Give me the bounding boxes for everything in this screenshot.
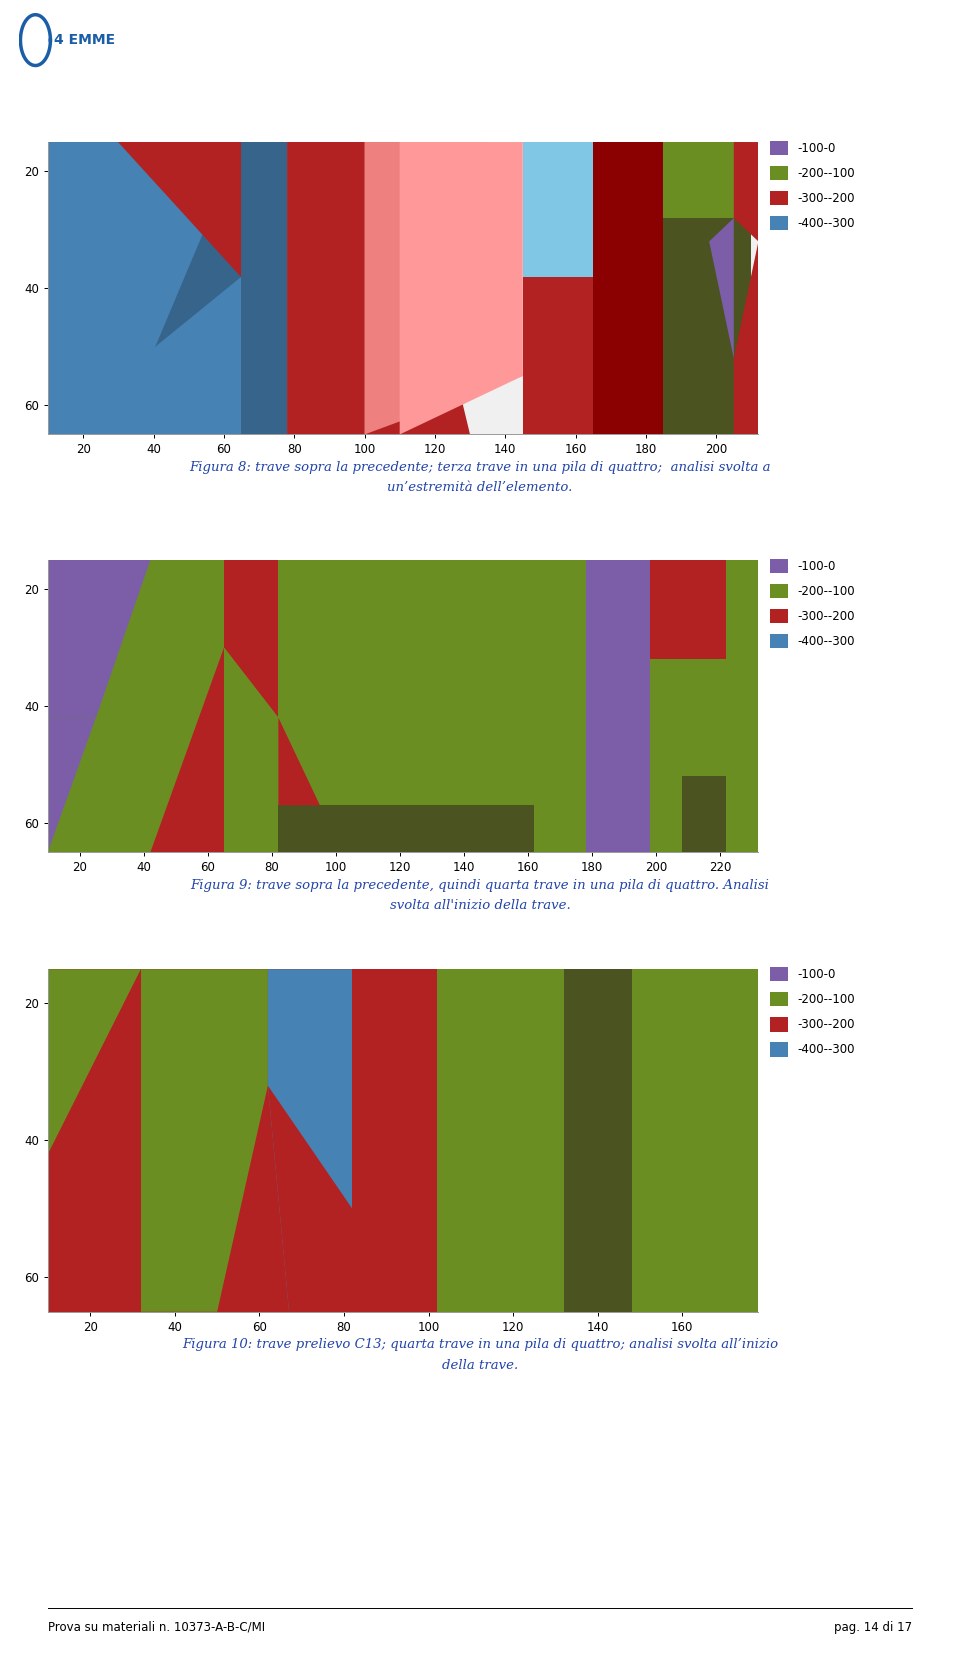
Legend: -100-0, -200--100, -300--200, -400--300: -100-0, -200--100, -300--200, -400--300 (765, 962, 860, 1061)
Polygon shape (593, 142, 663, 434)
Polygon shape (278, 719, 320, 805)
Polygon shape (48, 142, 241, 434)
Polygon shape (287, 142, 399, 434)
Polygon shape (48, 560, 758, 852)
Polygon shape (278, 805, 535, 852)
Legend: -100-0, -200--100, -300--200, -400--300: -100-0, -200--100, -300--200, -400--300 (765, 553, 860, 653)
Polygon shape (48, 969, 141, 1312)
Polygon shape (48, 719, 96, 852)
Polygon shape (663, 217, 752, 434)
Polygon shape (48, 142, 118, 241)
Polygon shape (48, 142, 241, 434)
Polygon shape (48, 142, 118, 241)
Polygon shape (241, 142, 287, 434)
Polygon shape (48, 969, 758, 1312)
Polygon shape (48, 142, 118, 241)
Polygon shape (224, 560, 278, 719)
Polygon shape (48, 142, 241, 434)
Text: 4 EMME: 4 EMME (54, 33, 115, 47)
Polygon shape (523, 142, 593, 277)
Polygon shape (650, 660, 727, 852)
Polygon shape (523, 277, 593, 434)
Text: pag. 14 di 17: pag. 14 di 17 (834, 1621, 912, 1634)
Polygon shape (593, 142, 733, 434)
Polygon shape (151, 648, 224, 852)
Text: Figura 9: trave sopra la precedente, quindi quarta trave in una pila di quattro.: Figura 9: trave sopra la precedente, qui… (191, 879, 769, 892)
Polygon shape (663, 142, 752, 217)
Text: svolta all'inizio della trave.: svolta all'inizio della trave. (390, 899, 570, 912)
Polygon shape (268, 969, 352, 1312)
Polygon shape (437, 969, 758, 1312)
Polygon shape (514, 1250, 530, 1292)
Polygon shape (682, 775, 727, 852)
Polygon shape (586, 560, 650, 747)
Polygon shape (365, 142, 523, 434)
Text: Figura 8: trave sopra la precedente; terza trave in una pila di quattro;  analis: Figura 8: trave sopra la precedente; ter… (189, 461, 771, 475)
Polygon shape (48, 277, 241, 434)
Polygon shape (48, 560, 151, 719)
Polygon shape (141, 969, 268, 1312)
Polygon shape (48, 142, 241, 434)
Polygon shape (224, 648, 278, 852)
Polygon shape (650, 560, 727, 660)
Polygon shape (535, 560, 586, 852)
Polygon shape (278, 560, 535, 805)
Legend: -100-0, -200--100, -300--200, -400--300: -100-0, -200--100, -300--200, -400--300 (765, 137, 860, 236)
Polygon shape (48, 560, 758, 852)
Polygon shape (268, 1086, 352, 1312)
Polygon shape (352, 969, 437, 1312)
Text: un’estremità dell’elemento.: un’estremità dell’elemento. (387, 481, 573, 495)
Polygon shape (48, 969, 141, 1155)
Polygon shape (523, 142, 593, 277)
Text: Figura 10: trave prelievo C13; quarta trave in una pila di quattro; analisi svol: Figura 10: trave prelievo C13; quarta tr… (182, 1338, 778, 1352)
Polygon shape (287, 142, 470, 434)
Polygon shape (709, 217, 733, 359)
Polygon shape (151, 560, 224, 852)
Text: della trave.: della trave. (442, 1359, 518, 1372)
Polygon shape (278, 560, 320, 719)
Polygon shape (118, 142, 241, 277)
Polygon shape (733, 142, 758, 241)
Polygon shape (564, 969, 632, 1312)
Polygon shape (48, 719, 151, 852)
Polygon shape (48, 142, 118, 231)
Text: Prova su materiali n. 10373-A-B-C/MI: Prova su materiali n. 10373-A-B-C/MI (48, 1621, 265, 1634)
Polygon shape (586, 747, 650, 852)
Polygon shape (399, 142, 523, 434)
Polygon shape (733, 241, 758, 434)
